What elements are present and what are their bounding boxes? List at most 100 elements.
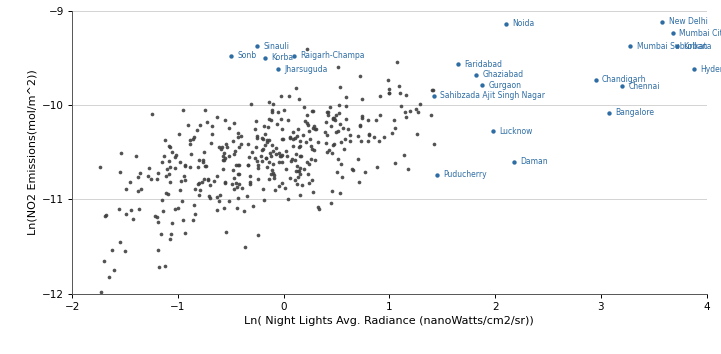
Point	[261, 139, 273, 145]
Point	[270, 187, 281, 193]
Point	[216, 146, 227, 152]
Point	[431, 172, 443, 178]
Point	[355, 123, 366, 129]
Point	[238, 208, 249, 213]
Point	[172, 205, 183, 211]
Point	[334, 121, 345, 127]
Point	[384, 90, 395, 95]
Point	[216, 144, 228, 150]
Y-axis label: Ln(NO2 Emissions(mol/m^2)): Ln(NO2 Emissions(mol/m^2))	[27, 69, 37, 235]
Text: New Delhi: New Delhi	[668, 17, 707, 27]
Point	[200, 163, 212, 169]
Point	[656, 19, 668, 25]
Point	[252, 166, 264, 171]
Point	[616, 83, 628, 89]
Point	[219, 155, 231, 160]
Point	[252, 44, 263, 49]
Point	[188, 202, 200, 207]
Point	[340, 116, 352, 122]
Point	[220, 142, 231, 147]
Point	[400, 114, 412, 120]
Point	[357, 113, 368, 119]
Point	[279, 108, 291, 113]
Point	[157, 208, 169, 213]
Point	[120, 212, 131, 217]
Point	[226, 181, 238, 187]
Point	[335, 84, 346, 90]
Point	[233, 171, 244, 176]
Point	[292, 169, 304, 174]
Point	[671, 44, 683, 49]
Point	[185, 137, 196, 142]
Point	[354, 122, 366, 127]
Point	[340, 95, 351, 100]
Point	[276, 126, 288, 132]
Point	[304, 181, 315, 186]
Point	[359, 169, 371, 175]
Point	[217, 153, 229, 159]
Point	[175, 178, 187, 184]
Point	[338, 146, 350, 152]
Point	[231, 205, 243, 210]
Point	[363, 138, 374, 144]
Point	[279, 185, 291, 191]
Point	[452, 62, 464, 67]
Point	[322, 109, 334, 114]
Point	[169, 206, 180, 212]
Point	[260, 142, 271, 148]
Point	[231, 184, 242, 190]
Point	[234, 181, 245, 187]
Point	[161, 166, 172, 172]
Point	[428, 87, 439, 93]
Point	[158, 153, 169, 159]
Point	[229, 187, 240, 192]
Point	[284, 135, 296, 141]
Text: Mumbai City: Mumbai City	[679, 29, 721, 38]
Point	[259, 197, 270, 202]
Point	[296, 154, 307, 159]
Point	[219, 117, 231, 123]
Point	[332, 156, 344, 162]
Point	[374, 112, 386, 118]
Text: Kolkata: Kolkata	[684, 42, 712, 51]
Point	[332, 64, 343, 70]
Point	[383, 86, 394, 92]
Point	[276, 180, 288, 185]
Point	[256, 136, 267, 141]
Point	[156, 197, 168, 203]
Point	[307, 108, 319, 114]
Point	[276, 152, 288, 157]
Point	[290, 168, 301, 173]
Point	[214, 193, 226, 198]
Point	[265, 150, 276, 156]
Point	[225, 53, 236, 59]
Point	[400, 92, 412, 98]
Text: Korba: Korba	[271, 53, 293, 62]
Point	[340, 104, 352, 109]
Point	[146, 176, 157, 182]
Point	[309, 126, 321, 131]
Point	[294, 139, 306, 144]
Point	[228, 120, 239, 125]
Point	[312, 204, 324, 210]
Point	[394, 91, 406, 96]
Point	[340, 136, 351, 142]
Point	[153, 170, 164, 176]
Point	[143, 173, 154, 179]
Point	[274, 150, 286, 155]
Point	[470, 72, 482, 78]
Point	[244, 173, 255, 179]
Point	[252, 136, 263, 141]
Point	[352, 134, 363, 139]
Point	[193, 157, 205, 162]
Point	[352, 156, 363, 161]
Point	[195, 187, 206, 193]
Point	[263, 138, 275, 143]
Point	[294, 154, 306, 159]
Point	[355, 115, 367, 121]
Point	[217, 166, 229, 172]
Point	[267, 148, 279, 154]
Point	[284, 175, 296, 181]
Point	[187, 136, 199, 142]
Point	[278, 136, 289, 142]
